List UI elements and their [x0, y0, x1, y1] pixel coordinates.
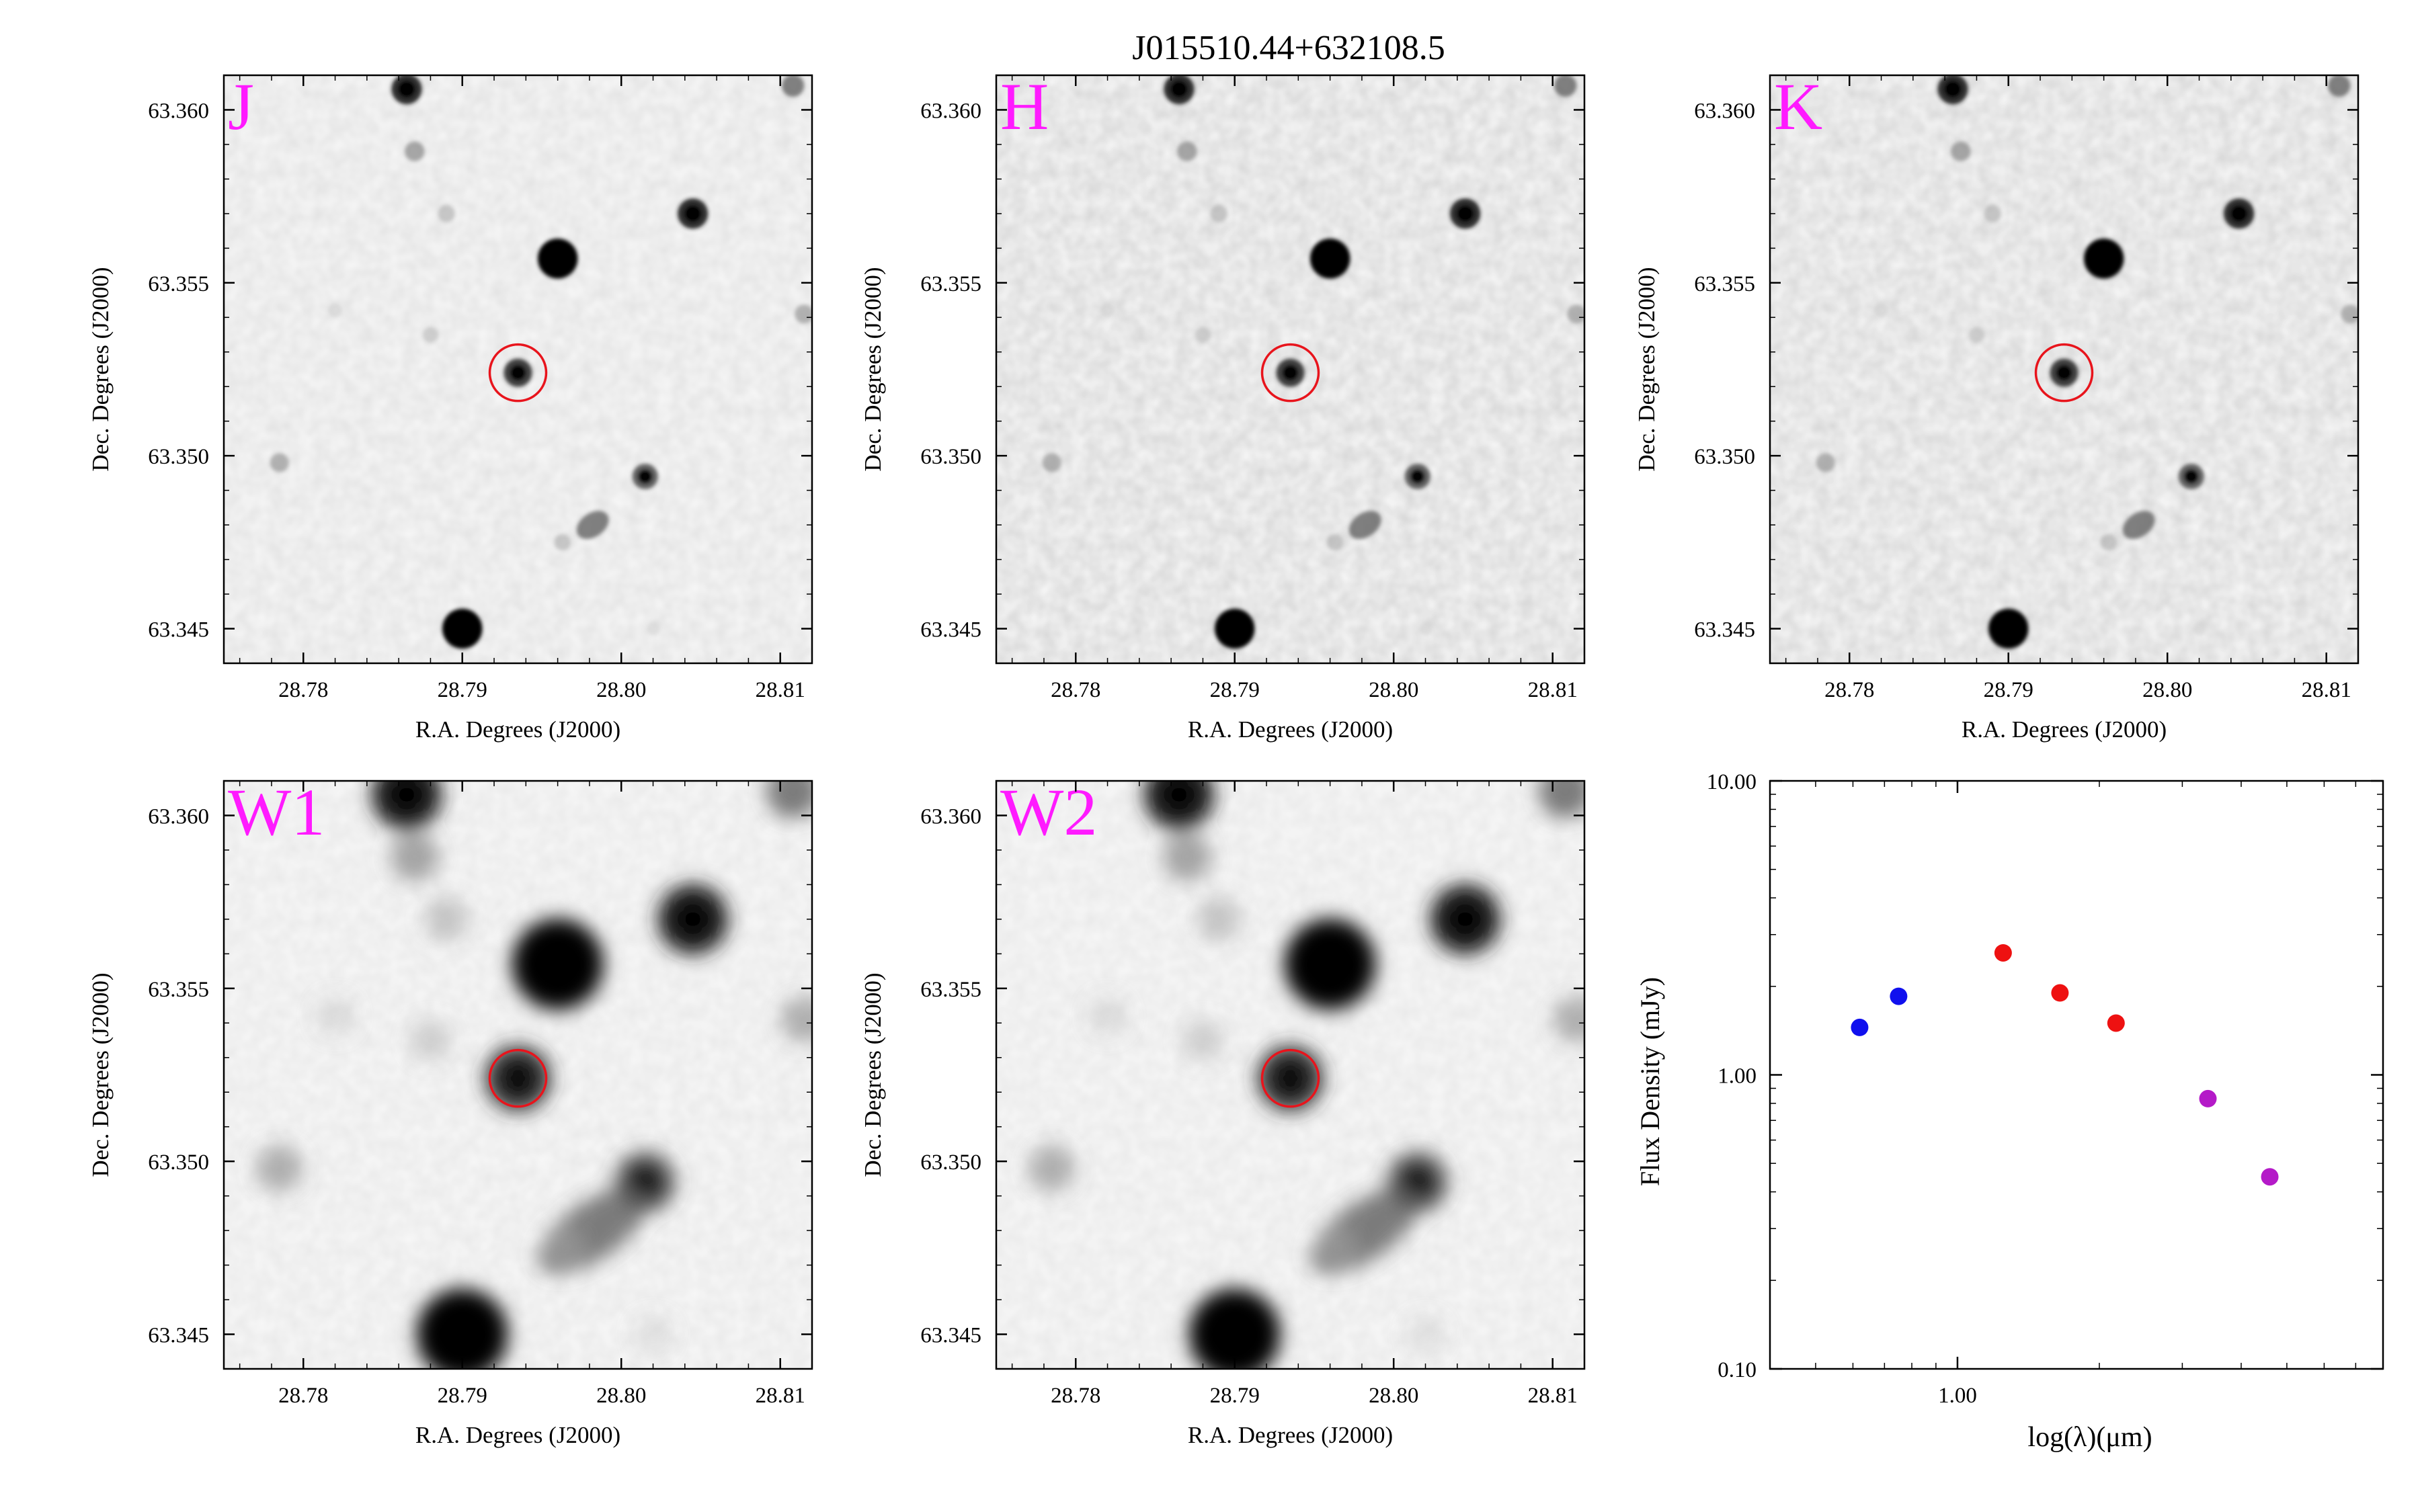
cutout-panel-j: J 28.78 28.79 28.80 28.81 63.360 63.355 63.350 6…	[87, 69, 813, 743]
target-marker-circle	[488, 343, 548, 403]
x-tick-label: 28.81	[1528, 678, 1578, 702]
y-tick-label: 63.355	[148, 272, 209, 296]
y-tick-label: 63.360	[920, 99, 981, 123]
x-axis-label: R.A. Degrees (J2000)	[415, 716, 620, 743]
y-tick-label: 63.355	[920, 978, 981, 1002]
target-marker-circle	[488, 1048, 548, 1108]
y-tick-label: 63.345	[920, 618, 981, 642]
sed-data-point	[2261, 1168, 2279, 1186]
sed-y-tick-label: 0.10	[1718, 1358, 1757, 1382]
y-tick-label: 63.355	[148, 978, 209, 1002]
cutout-panel-w1: W1 28.78 28.79 28.80 28.81 63.360 63.355 63.350…	[87, 775, 813, 1448]
x-axis-label: R.A. Degrees (J2000)	[415, 1422, 620, 1448]
x-tick-label: 28.78	[278, 678, 328, 702]
cutout-panel-w2: W2 28.78 28.79 28.80 28.81 63.360 63.355 63.350…	[860, 775, 1586, 1448]
y-tick-label: 63.360	[148, 804, 209, 829]
cutout-panel-h: H 28.78 28.79 28.80 28.81 63.360 63.355 63.350 6…	[860, 69, 1586, 743]
cutout-image	[996, 75, 1584, 663]
sed-y-tick-label: 1.00	[1718, 1064, 1757, 1089]
sed-chart: 10.00 1.00 0.10 1.00 log(λ)(μm) Flux Density …	[1635, 770, 2384, 1453]
y-tick-label: 63.360	[920, 804, 981, 829]
x-axis-label: R.A. Degrees (J2000)	[1188, 1422, 1393, 1448]
x-tick-label: 28.79	[438, 1384, 487, 1408]
panel-frame	[995, 74, 1586, 665]
y-axis-label: Dec. Degrees (J2000)	[860, 267, 886, 471]
x-tick-label: 28.78	[278, 1384, 328, 1408]
x-axis-label: R.A. Degrees (J2000)	[1962, 716, 2167, 743]
panel-frame	[223, 74, 813, 665]
cutout-image	[1770, 75, 2358, 663]
band-label: W2	[1000, 775, 1097, 849]
x-tick-label: 28.80	[2142, 678, 2192, 702]
x-tick-label: 28.78	[1051, 1384, 1100, 1408]
band-label: W1	[228, 775, 325, 849]
sed-y-tick-label: 10.00	[1707, 770, 1757, 794]
sed-plot-frame	[1769, 780, 2384, 1370]
y-axis-label: Dec. Degrees (J2000)	[87, 267, 114, 471]
y-tick-label: 63.350	[148, 1150, 209, 1175]
y-axis-label: Dec. Degrees (J2000)	[1634, 267, 1660, 471]
y-axis-label: Dec. Degrees (J2000)	[860, 972, 886, 1177]
cutout-image	[224, 75, 812, 663]
sed-data-point	[1890, 987, 1908, 1005]
x-axis-label: R.A. Degrees (J2000)	[1188, 716, 1393, 743]
target-marker-circle	[1260, 1048, 1320, 1108]
x-tick-label: 28.79	[1984, 678, 2033, 702]
x-tick-label: 28.81	[756, 1384, 805, 1408]
y-tick-label: 63.345	[148, 1324, 209, 1348]
cutout-image	[996, 781, 1584, 1369]
y-tick-label: 63.350	[920, 445, 981, 469]
sed-data-point	[1851, 1018, 1869, 1036]
y-axis-label: Dec. Degrees (J2000)	[87, 972, 114, 1177]
y-tick-label: 63.360	[148, 99, 209, 123]
y-tick-label: 63.345	[920, 1324, 981, 1348]
sed-data-point	[2051, 984, 2069, 1002]
y-tick-label: 63.350	[920, 1150, 981, 1175]
y-tick-label: 63.355	[920, 272, 981, 296]
x-tick-label: 28.80	[1369, 678, 1418, 702]
band-label: J	[228, 69, 254, 144]
x-tick-label: 28.79	[1210, 1384, 1260, 1408]
x-tick-label: 28.81	[1528, 1384, 1578, 1408]
x-tick-label: 28.81	[756, 678, 805, 702]
figure-title: J015510.44+632108.5	[1132, 29, 1445, 67]
band-label: H	[1000, 69, 1049, 144]
x-tick-label: 28.79	[438, 678, 487, 702]
y-tick-label: 63.345	[148, 618, 209, 642]
x-tick-label: 28.80	[596, 678, 646, 702]
target-marker-circle	[1260, 343, 1320, 403]
band-label: K	[1774, 69, 1822, 144]
panel-frame	[1769, 74, 2360, 665]
cutout-image	[224, 781, 812, 1369]
cutout-panels: J 28.78 28.79 28.80 28.81 63.360 63.355 63.350 6…	[87, 69, 2360, 1448]
y-tick-label: 63.350	[148, 445, 209, 469]
sed-y-axis-label: Flux Density (mJy)	[1635, 977, 1665, 1186]
x-tick-label: 28.80	[596, 1384, 646, 1408]
y-tick-label: 63.355	[1694, 272, 1755, 296]
panel-frame	[223, 780, 813, 1370]
sed-data-point	[1994, 943, 2012, 962]
x-tick-label: 28.79	[1210, 678, 1260, 702]
x-tick-label: 28.80	[1369, 1384, 1418, 1408]
sed-data-point	[2107, 1014, 2125, 1032]
target-marker-circle	[2034, 343, 2094, 403]
cutout-panel-k: K 28.78 28.79 28.80 28.81 63.360 63.355 63.350 6…	[1634, 69, 2360, 743]
sed-x-axis-label: log(λ)(μm)	[2027, 1422, 2152, 1453]
x-tick-label: 28.78	[1824, 678, 1874, 702]
y-tick-label: 63.360	[1694, 99, 1755, 123]
sed-x-tick-label: 1.00	[1938, 1384, 1977, 1408]
panel-frame	[995, 780, 1586, 1370]
y-tick-label: 63.350	[1694, 445, 1755, 469]
x-tick-label: 28.81	[2302, 678, 2351, 702]
y-tick-label: 63.345	[1694, 618, 1755, 642]
x-tick-label: 28.78	[1051, 678, 1100, 702]
sed-data-point	[2199, 1089, 2217, 1107]
